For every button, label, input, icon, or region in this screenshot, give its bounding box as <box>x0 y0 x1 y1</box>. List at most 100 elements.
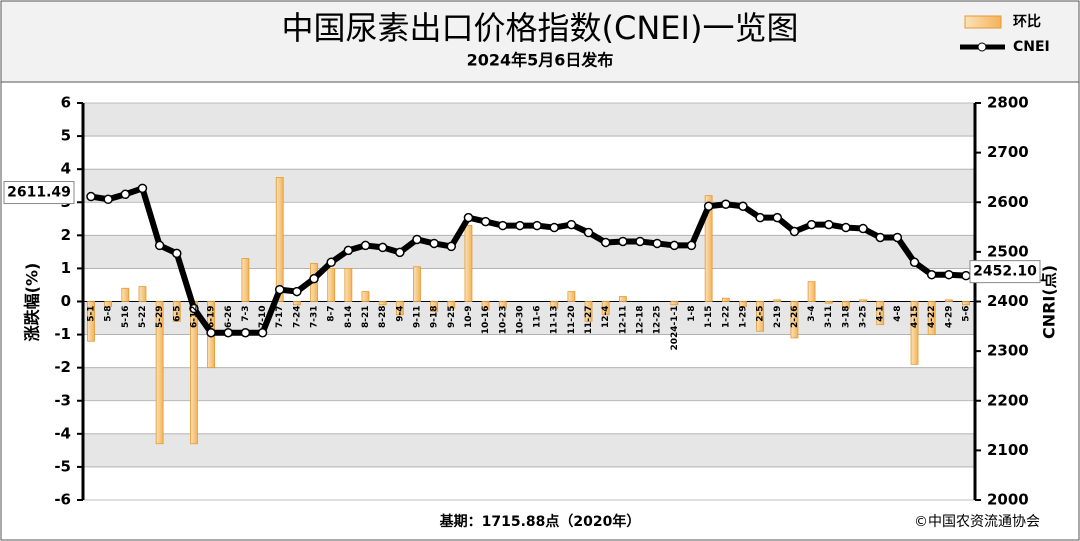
bar <box>138 286 147 302</box>
grid-band <box>83 367 975 401</box>
bar <box>172 301 181 322</box>
grid-band <box>83 301 975 335</box>
point <box>583 227 594 238</box>
bar <box>241 258 250 302</box>
legend-label: CNEI <box>1013 39 1050 55</box>
bar <box>498 301 507 309</box>
point <box>343 245 354 256</box>
x-tick-label: 8-7 <box>327 306 337 322</box>
value-label-box <box>969 260 1041 284</box>
point <box>841 222 851 233</box>
bar <box>739 301 747 307</box>
bar <box>944 299 953 302</box>
y-tick-label: -3 <box>54 391 71 409</box>
bar <box>773 299 782 302</box>
grid-band <box>83 235 975 269</box>
bar <box>584 301 593 322</box>
point <box>652 238 662 249</box>
point <box>377 242 388 253</box>
point <box>257 328 268 338</box>
bar <box>807 281 816 302</box>
x-tick-label: 2-19 <box>773 306 783 329</box>
x-tick-label: 2024-1-1 <box>670 306 680 351</box>
x-tick-label: 8-14 <box>344 306 354 329</box>
y-tick-label: 6 <box>61 94 71 112</box>
point <box>154 240 165 251</box>
point <box>309 273 319 284</box>
x-tick-label: 2-26 <box>790 306 800 329</box>
point <box>223 328 234 338</box>
y-tick-label: 4 <box>61 160 71 178</box>
point <box>823 219 834 230</box>
y2-tick-label: 2700 <box>987 143 1029 161</box>
bar <box>155 301 164 445</box>
y-tick-label: -2 <box>54 358 71 376</box>
value-label: 2452.10 <box>973 264 1037 280</box>
bar <box>395 301 404 316</box>
x-tick-label: 2-5 <box>756 306 766 322</box>
point <box>137 183 148 194</box>
y-tick-label: -1 <box>54 325 71 343</box>
x-tick-label: 1-22 <box>721 306 731 329</box>
chart-subtitle: 2024年5月6日发布 <box>467 51 614 70</box>
point <box>806 219 817 230</box>
point <box>429 238 439 249</box>
point <box>86 191 96 202</box>
bar <box>121 287 130 302</box>
y-tick-label: -6 <box>54 491 71 509</box>
bar <box>481 301 490 311</box>
x-tick-label: 12-18 <box>636 306 646 335</box>
point <box>395 247 405 258</box>
x-tick-label: 3-4 <box>807 306 817 322</box>
bar <box>567 291 576 302</box>
x-tick-label: 12-4 <box>601 306 611 329</box>
y2-tick-label: 2100 <box>987 441 1029 459</box>
y2-tick-label: 2300 <box>987 342 1029 360</box>
point <box>274 284 285 295</box>
point <box>240 328 251 338</box>
y2-tick-label: 2800 <box>987 94 1029 112</box>
y-tick-label: -4 <box>54 424 71 442</box>
x-tick-label: 5-29 <box>155 306 165 329</box>
bar <box>550 301 559 309</box>
x-tick-label: 4-29 <box>944 306 954 329</box>
point <box>686 240 697 251</box>
x-tick-label: 6-5 <box>172 306 182 322</box>
line <box>90 185 967 336</box>
x-tick-label: 4-22 <box>927 306 937 329</box>
y2-axis-label: CNRI(点) <box>1040 265 1059 339</box>
y-tick-label: -5 <box>54 457 71 475</box>
legend-label: 环比 <box>1013 13 1041 30</box>
x-tick-label: 10-16 <box>481 306 491 335</box>
point <box>189 303 199 314</box>
x-tick-label: 8-21 <box>361 306 371 329</box>
bar <box>378 301 387 306</box>
y-tick-label: 2 <box>61 226 71 244</box>
y-tick-label: 0 <box>61 292 71 310</box>
x-tick-label: 11-13 <box>550 306 560 335</box>
point <box>635 236 645 247</box>
x-tick-label: 10-9 <box>464 306 474 329</box>
x-tick-label: 12-11 <box>618 306 628 335</box>
value-label-box <box>3 181 75 205</box>
point <box>909 257 920 268</box>
x-tick-label: 3-18 <box>841 306 851 329</box>
point <box>498 220 508 231</box>
point <box>412 234 422 245</box>
x-tick-label: 7-17 <box>275 306 285 329</box>
x-tick-label: 11-27 <box>584 306 594 335</box>
y-tick-label: 5 <box>61 127 71 145</box>
bar <box>361 291 370 302</box>
point <box>480 216 491 227</box>
y2-tick-label: 2500 <box>987 242 1029 260</box>
grid-band <box>83 433 975 467</box>
bar <box>859 299 867 302</box>
bar <box>927 301 936 335</box>
point <box>206 328 216 338</box>
bar <box>704 195 713 302</box>
point <box>326 257 336 268</box>
x-tick-label: 1-15 <box>704 306 714 329</box>
x-tick-label: 7-3 <box>241 306 251 322</box>
point <box>120 189 131 200</box>
